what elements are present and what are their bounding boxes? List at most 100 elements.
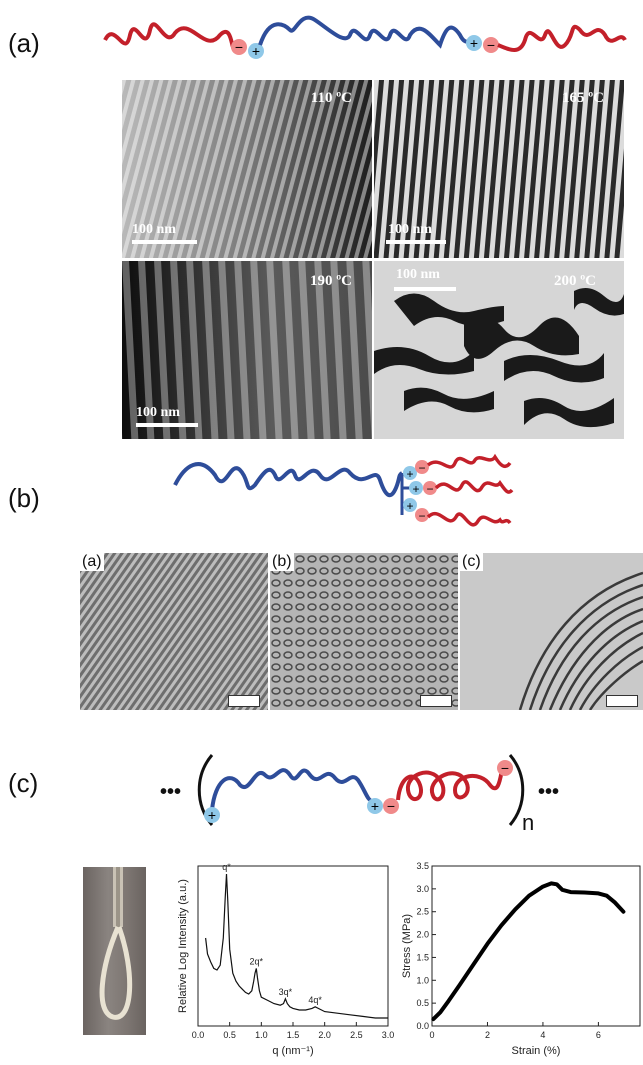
right-bracket <box>508 754 525 826</box>
temperature-label: 165 ºC <box>561 90 604 106</box>
plot-frame <box>431 865 641 1027</box>
x-tick-label: 2.5 <box>350 1030 363 1040</box>
y-tick-label: 1.0 <box>416 975 429 985</box>
plus-ion <box>367 798 383 814</box>
red-arm <box>434 479 514 494</box>
minus-ion <box>383 798 399 814</box>
x-tick-label: 0 <box>429 1030 434 1040</box>
x-tick-label: 0.5 <box>223 1030 236 1040</box>
scale-bar <box>228 695 260 707</box>
sub-panel-label: (b) <box>270 553 294 571</box>
multiblock-ionic-schematic: ••• n ••• + + − − <box>160 754 559 835</box>
ellipsis-right: ••• <box>538 781 559 803</box>
plus-ion <box>409 481 423 495</box>
minus-sign: − <box>235 39 243 55</box>
x-axis-label: q (nm⁻¹) <box>272 1045 313 1057</box>
plus-ion <box>466 35 482 51</box>
peak-label: 2q* <box>250 956 264 966</box>
y-tick-label: 2.0 <box>416 930 429 940</box>
star-block-ionic-schematic: + + + − − − <box>173 453 514 527</box>
minus-ion <box>231 39 247 55</box>
x-tick-label: 6 <box>596 1030 601 1040</box>
stress-strain-chart: 0 2 4 6 0.0 0.5 1.0 1.5 2.0 2.5 3.0 3.5 Strain (%) St… <box>401 861 641 1057</box>
temperature-label: 190 ºC <box>309 273 352 289</box>
plus-sign: + <box>470 35 478 51</box>
scale-bar-label: 100 nm <box>136 405 180 420</box>
red-chain <box>396 769 504 802</box>
y-tick-label: 1.5 <box>416 952 429 962</box>
lamellae-pattern <box>122 80 372 258</box>
plus-sign: + <box>208 807 216 823</box>
plot-frame <box>197 865 389 1027</box>
x-tick-label: 4 <box>540 1030 545 1040</box>
ellipsis-left: ••• <box>160 781 181 803</box>
blue-chain <box>210 768 373 811</box>
scale-bar <box>394 287 456 291</box>
plus-ion <box>403 466 417 480</box>
stress-strain-curve <box>431 881 626 1022</box>
x-tick-label: 1.5 <box>287 1030 300 1040</box>
minus-sign: − <box>418 509 425 523</box>
scale-bar <box>386 240 446 244</box>
saxs-curve <box>205 873 388 1019</box>
lamellae-pattern <box>80 553 268 710</box>
scale-bar <box>136 423 198 427</box>
red-chain-left <box>103 22 240 53</box>
worm-pattern <box>270 553 458 710</box>
scale-bar-label: 100 nm <box>388 222 432 237</box>
peak-label: 4q* <box>308 995 322 1005</box>
x-tick-label: 0.0 <box>192 1030 205 1040</box>
tem-micrograph-b1: (a) <box>80 553 268 710</box>
lamellae-pattern <box>374 80 624 258</box>
scale-bar <box>606 695 638 707</box>
red-arm <box>426 453 512 469</box>
x-tick-label: 2.0 <box>318 1030 331 1040</box>
y-axis-label: Stress (MPa) <box>401 914 413 978</box>
scale-bar-label: 100 nm <box>396 267 440 282</box>
minus-ion <box>415 460 429 474</box>
sub-panel-label: (c) <box>460 553 483 571</box>
minus-sign: − <box>501 760 509 776</box>
plus-sign: + <box>252 43 260 59</box>
plus-sign: + <box>371 798 379 814</box>
plus-sign: + <box>406 467 413 481</box>
blue-chain <box>173 462 404 498</box>
sub-panel-label: (a) <box>80 553 104 571</box>
y-tick-label: 0.0 <box>416 1021 429 1031</box>
panel-b-label: (b) <box>8 483 40 513</box>
minus-ion <box>423 481 437 495</box>
minus-sign: − <box>487 37 495 53</box>
panel-c-label: (c) <box>8 768 39 798</box>
x-tick-label: 2 <box>485 1030 490 1040</box>
peak-label: 3q* <box>279 987 293 997</box>
plus-sign: + <box>412 482 419 496</box>
diblock-ionic-schematic: − + + − <box>103 15 627 59</box>
scale-bar <box>132 240 197 244</box>
y-tick-label: 3.0 <box>416 884 429 894</box>
film-loop <box>99 867 133 1020</box>
scale-bar-label: 100 nm <box>132 222 176 237</box>
tem-micrograph-b3: (c) <box>460 553 643 710</box>
lamellae-pattern <box>460 553 643 710</box>
red-chain-right <box>497 24 627 52</box>
y-tick-label: 2.5 <box>416 907 429 917</box>
peak-label: q* <box>222 862 231 872</box>
temperature-label: 200 ºC <box>553 273 596 289</box>
blue-chain <box>258 15 472 49</box>
temperature-label: 110 ºC <box>310 90 352 106</box>
tem-micrograph-110: 110 ºC 100 nm <box>122 80 372 258</box>
minus-ion <box>497 760 513 776</box>
panel-a-label: (a) <box>8 28 40 58</box>
plus-ion <box>403 498 417 512</box>
plus-ion <box>204 807 220 823</box>
plus-ion <box>248 43 264 59</box>
minus-sign: − <box>418 461 425 475</box>
saxs-chart: 0.0 0.5 1.0 1.5 2.0 2.5 3.0 q* 2q* 3q* 4q* q (nm⁻¹)… <box>177 862 394 1057</box>
y-tick-label: 0.5 <box>416 998 429 1008</box>
y-tick-label: 3.5 <box>416 861 429 871</box>
minus-ion <box>415 508 429 522</box>
tem-micrograph-200: 200 ºC 100 nm <box>374 261 624 439</box>
red-arm <box>426 512 512 527</box>
tem-micrograph-190: 190 ºC 100 nm <box>122 261 372 439</box>
x-tick-label: 1.0 <box>255 1030 268 1040</box>
